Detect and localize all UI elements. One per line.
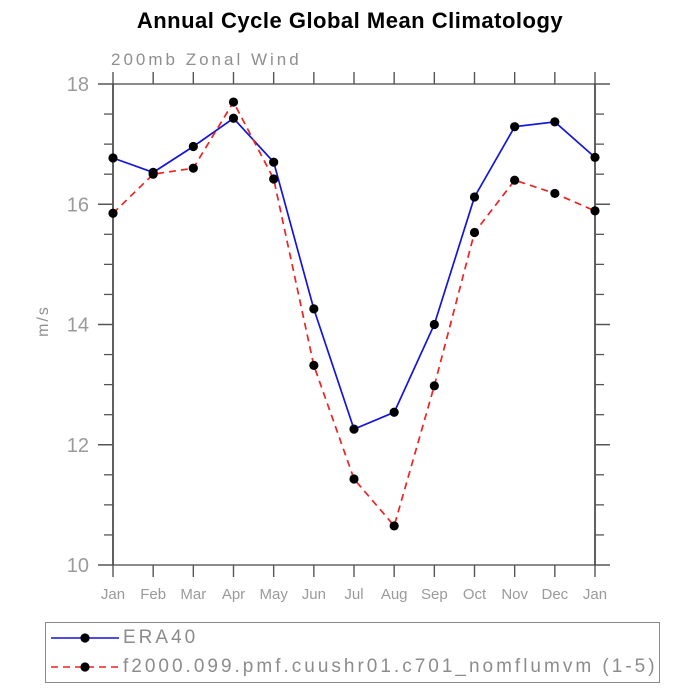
x-month-label: Jan — [101, 586, 125, 603]
data-point-marker-1 — [148, 169, 158, 179]
data-point-marker-0 — [389, 407, 399, 417]
x-month-label: Dec — [541, 586, 568, 603]
series-line-1 — [112, 100, 596, 528]
x-month-label: Jun — [302, 586, 326, 603]
data-point-marker-0 — [269, 157, 279, 167]
y-tick-label: 16 — [67, 194, 89, 216]
series-line-0 — [112, 117, 596, 431]
x-month-label: Aug — [381, 586, 408, 603]
data-point-marker-0 — [510, 122, 520, 132]
data-point-marker-1 — [309, 360, 319, 370]
legend-item-era40: ERA40 — [46, 624, 659, 652]
x-month-label: Oct — [463, 586, 487, 603]
x-month-label: Apr — [222, 586, 245, 603]
legend-marker-dot — [80, 662, 90, 672]
legend-item-f2000: f2000.099.pmf.cuushr01.c701_nomflumvm (1… — [46, 653, 659, 681]
data-point-marker-1 — [550, 188, 560, 199]
data-point-marker-0 — [550, 117, 560, 127]
x-month-label: Sep — [421, 586, 448, 603]
x-month-label: May — [259, 586, 288, 603]
data-point-marker-0 — [108, 153, 118, 163]
y-tick-label: 14 — [67, 315, 89, 337]
legend-line-sample-solid — [51, 633, 119, 643]
legend-line-sample-dashed — [51, 662, 119, 672]
chart-title: Annual Cycle Global Mean Climatology — [136, 8, 564, 33]
data-point-marker-1 — [349, 474, 359, 484]
data-point-marker-1 — [590, 206, 600, 216]
legend-marker-dot — [80, 633, 90, 643]
legend-label-f2000: f2000.099.pmf.cuushr01.c701_nomflumvm (1… — [123, 656, 658, 678]
y-tick-label: 10 — [67, 555, 89, 577]
data-point-marker-1 — [429, 381, 439, 391]
x-month-label: Jul — [344, 586, 363, 603]
data-point-marker-0 — [429, 319, 439, 330]
plot-subtitle: 200mb Zonal Wind — [111, 50, 302, 69]
x-month-label: Jan — [583, 586, 607, 603]
x-month-label: Nov — [501, 586, 528, 603]
data-point-marker-1 — [188, 163, 198, 173]
data-point-marker-1 — [389, 521, 399, 531]
x-month-label: Feb — [140, 586, 166, 603]
data-point-marker-1 — [228, 97, 239, 107]
data-point-marker-0 — [590, 152, 600, 162]
data-point-marker-1 — [108, 208, 118, 218]
x-month-label: Mar — [180, 586, 206, 603]
y-tick-label: 12 — [67, 435, 89, 457]
legend-label-era40: ERA40 — [123, 626, 199, 648]
y-tick-label: 18 — [67, 74, 89, 96]
data-point-marker-0 — [469, 192, 480, 202]
data-point-marker-1 — [469, 227, 480, 238]
data-point-marker-0 — [309, 304, 319, 314]
legend-box: ERA40 f2000.099.pmf.cuushr01.c701_nomflu… — [45, 622, 660, 683]
data-point-marker-1 — [510, 175, 520, 185]
data-point-marker-0 — [349, 424, 359, 434]
data-point-marker-1 — [269, 174, 279, 184]
data-point-marker-0 — [228, 113, 239, 123]
data-point-marker-0 — [188, 141, 198, 152]
